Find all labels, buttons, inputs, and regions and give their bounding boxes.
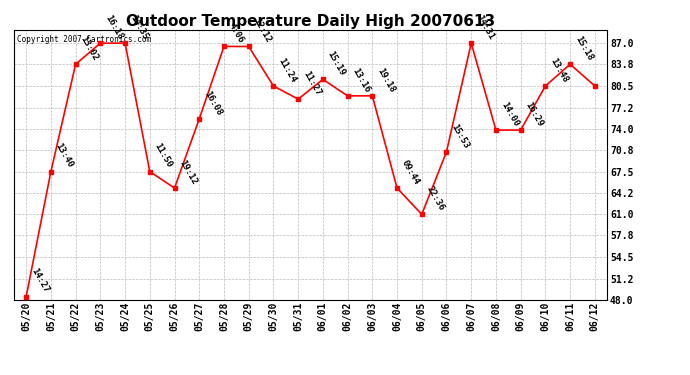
Text: 15:53: 15:53 xyxy=(449,122,471,150)
Text: 09:44: 09:44 xyxy=(400,158,421,186)
Text: 14:00: 14:00 xyxy=(499,100,520,128)
Text: 19:18: 19:18 xyxy=(375,66,397,94)
Text: 13:40: 13:40 xyxy=(54,142,75,170)
Text: 13:48: 13:48 xyxy=(549,56,569,84)
Text: 13:02: 13:02 xyxy=(79,34,100,62)
Text: 19:12: 19:12 xyxy=(177,158,199,186)
Text: 13:16: 13:16 xyxy=(351,66,372,94)
Text: 11:24: 11:24 xyxy=(277,56,297,84)
Text: 14:27: 14:27 xyxy=(29,267,50,295)
Text: 16:29: 16:29 xyxy=(524,100,545,128)
Text: 16:08: 16:08 xyxy=(202,89,224,117)
Text: 15:19: 15:19 xyxy=(326,50,347,77)
Title: Outdoor Temperature Daily High 20070613: Outdoor Temperature Daily High 20070613 xyxy=(126,14,495,29)
Text: 11:27: 11:27 xyxy=(301,69,322,97)
Text: 22:36: 22:36 xyxy=(425,184,446,212)
Text: 14:31: 14:31 xyxy=(474,13,495,41)
Text: 11:50: 11:50 xyxy=(152,142,174,170)
Text: 12:12: 12:12 xyxy=(252,17,273,45)
Text: 16:18: 16:18 xyxy=(104,13,124,41)
Text: 14:35: 14:35 xyxy=(128,13,149,41)
Text: 15:18: 15:18 xyxy=(573,34,594,62)
Text: Copyright 2007 Cartronics.com: Copyright 2007 Cartronics.com xyxy=(17,35,151,44)
Text: 4:06: 4:06 xyxy=(227,21,246,45)
